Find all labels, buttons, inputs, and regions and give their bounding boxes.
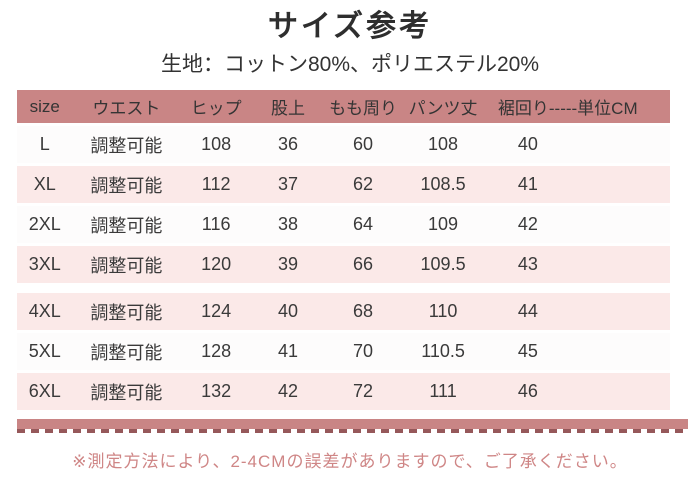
waist-cell: 調整可能 xyxy=(90,175,163,196)
thigh-cell: 64 xyxy=(353,214,374,234)
rise-cell: 38 xyxy=(277,214,298,234)
waist-cell: 調整可能 xyxy=(90,135,163,156)
pants-length-cell: 108 xyxy=(428,134,459,154)
size-cell: 4XL xyxy=(28,301,61,321)
hip-cell: 108 xyxy=(201,134,232,154)
divider-bar xyxy=(17,419,688,429)
hip-cell: 120 xyxy=(201,254,232,274)
header-cell-thigh: もも周り xyxy=(329,99,398,118)
size-cell: 6XL xyxy=(28,381,61,401)
pants-length-cell: 110 xyxy=(428,301,458,321)
waist-cell: 調整可能 xyxy=(90,382,163,403)
pants-length-cell: 111 xyxy=(429,381,457,401)
waist-cell: 調整可能 xyxy=(90,302,163,323)
rise-cell: 37 xyxy=(277,174,298,194)
thigh-cell: 66 xyxy=(353,254,374,274)
table-row: 4XL 調整可能 124 40 68 110 44 xyxy=(17,293,670,330)
hem-cell: 42 xyxy=(517,214,538,234)
table-row: 6XL 調整可能 132 42 72 111 46 xyxy=(17,373,670,410)
header-cell-waist: ウエスト xyxy=(92,99,161,118)
divider-dashed-line xyxy=(17,429,688,433)
size-cell: 5XL xyxy=(28,341,61,361)
waist-cell: 調整可能 xyxy=(90,215,163,236)
header-cell-size: size xyxy=(29,96,60,116)
hem-cell: 40 xyxy=(517,134,538,154)
header-cell-pants-length: パンツ丈 xyxy=(408,99,478,118)
hem-cell: 45 xyxy=(517,341,538,361)
thigh-cell: 62 xyxy=(353,174,374,194)
rise-cell: 40 xyxy=(277,301,298,321)
header-cell-rise: 股上 xyxy=(270,99,305,118)
hip-cell: 132 xyxy=(201,381,232,401)
size-cell: 2XL xyxy=(28,214,61,234)
header-cell-hip: ヒップ xyxy=(190,99,242,118)
page-title: サイズ参考 xyxy=(267,10,433,43)
table-header-row: size ウエスト ヒップ 股上 もも周り パンツ丈 裾回り-----単位CM xyxy=(17,90,670,123)
rise-cell: 39 xyxy=(277,254,298,274)
pants-length-cell: 109.5 xyxy=(420,254,466,274)
rise-cell: 36 xyxy=(277,134,298,154)
size-table: size ウエスト ヒップ 股上 もも周り パンツ丈 裾回り-----単位CM L 調整可能 1… xyxy=(17,90,670,410)
hip-cell: 128 xyxy=(201,341,232,361)
waist-cell: 調整可能 xyxy=(90,255,163,276)
stitched-divider xyxy=(17,419,688,433)
rise-cell: 41 xyxy=(277,341,298,361)
table-row: 5XL 調整可能 128 41 70 110.5 45 xyxy=(17,333,670,370)
header-cell-hem-unit: 裾回り-----単位CM xyxy=(497,99,638,118)
pants-length-cell: 109 xyxy=(428,214,459,234)
thigh-cell: 68 xyxy=(353,301,374,321)
thigh-cell: 70 xyxy=(353,341,374,361)
size-cell: 3XL xyxy=(28,254,61,274)
thigh-cell: 60 xyxy=(353,134,374,154)
hem-cell: 46 xyxy=(517,381,538,401)
pants-length-cell: 110.5 xyxy=(421,341,465,361)
table-row: 3XL 調整可能 120 39 66 109.5 43 xyxy=(17,246,670,283)
table-body: L 調整可能 108 36 60 108 40 XL 調整可能 112 37 62 108.5 41 2XL… xyxy=(17,126,670,410)
hem-cell: 41 xyxy=(517,174,538,194)
rise-cell: 42 xyxy=(277,381,298,401)
fabric-composition-text: 生地：コットン80%、ポリエステル20% xyxy=(160,53,540,76)
waist-cell: 調整可能 xyxy=(90,342,163,363)
thigh-cell: 72 xyxy=(353,381,374,401)
size-cell: XL xyxy=(33,174,56,194)
hip-cell: 116 xyxy=(201,214,231,234)
hip-cell: 112 xyxy=(201,174,231,194)
table-row: 2XL 調整可能 116 38 64 109 42 xyxy=(17,206,670,243)
table-row: XL 調整可能 112 37 62 108.5 41 xyxy=(17,166,670,203)
size-cell: L xyxy=(39,134,50,154)
pants-length-cell: 108.5 xyxy=(420,174,466,194)
hem-cell: 44 xyxy=(517,301,538,321)
table-row: L 調整可能 108 36 60 108 40 xyxy=(17,126,670,163)
hem-cell: 43 xyxy=(517,254,538,274)
measurement-disclaimer: ※測定方法により、2-4CMの誤差がありますので、ご了承ください。 xyxy=(72,452,628,471)
hip-cell: 124 xyxy=(201,301,232,321)
